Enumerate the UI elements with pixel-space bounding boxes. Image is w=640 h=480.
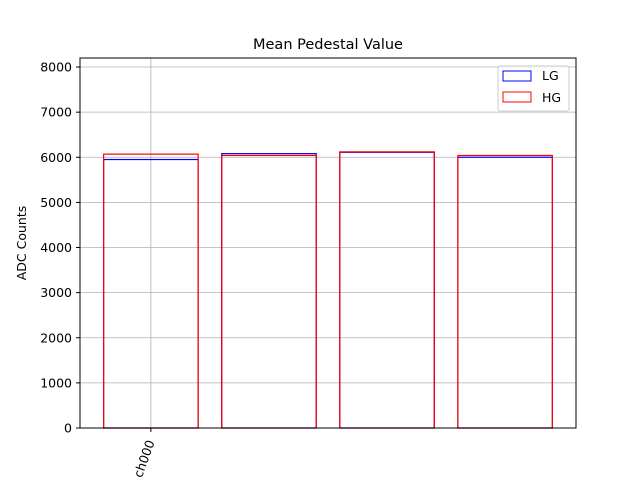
bar-hg-3 <box>457 154 553 429</box>
bar-lg-1 <box>221 153 317 429</box>
y-axis: 0 1000 2000 3000 4000 5000 6000 7000 8000 <box>40 60 80 436</box>
chart-title: Mean Pedestal Value <box>253 37 403 53</box>
y-tick-label: 3000 <box>40 285 72 300</box>
y-tick-label: 7000 <box>40 105 72 120</box>
y-tick-label: 6000 <box>40 150 72 165</box>
legend-label-lg: LG <box>542 68 559 83</box>
bar-lg-2 <box>339 151 435 429</box>
plot-frame <box>79 57 577 429</box>
y-axis-label: ADC Counts <box>14 206 29 281</box>
y-tick-label: 2000 <box>40 330 72 345</box>
bars <box>103 151 553 429</box>
x-axis: ch000 <box>130 428 158 479</box>
legend-swatch-hg <box>502 91 532 103</box>
grid-lines <box>80 58 576 429</box>
legend: LG HG <box>497 65 570 112</box>
bar-hg-2 <box>339 151 435 429</box>
legend-swatch-lg <box>502 70 532 82</box>
y-tick-label: 0 <box>64 421 72 436</box>
legend-box <box>497 65 570 112</box>
y-tick-label: 4000 <box>40 240 72 255</box>
legend-label-hg: HG <box>542 90 561 105</box>
bar-hg-1 <box>221 154 317 429</box>
y-tick-label: 8000 <box>40 60 72 75</box>
y-tick-label: 1000 <box>40 375 72 390</box>
x-tick-label: ch000 <box>130 438 157 479</box>
y-tick-label: 5000 <box>40 195 72 210</box>
